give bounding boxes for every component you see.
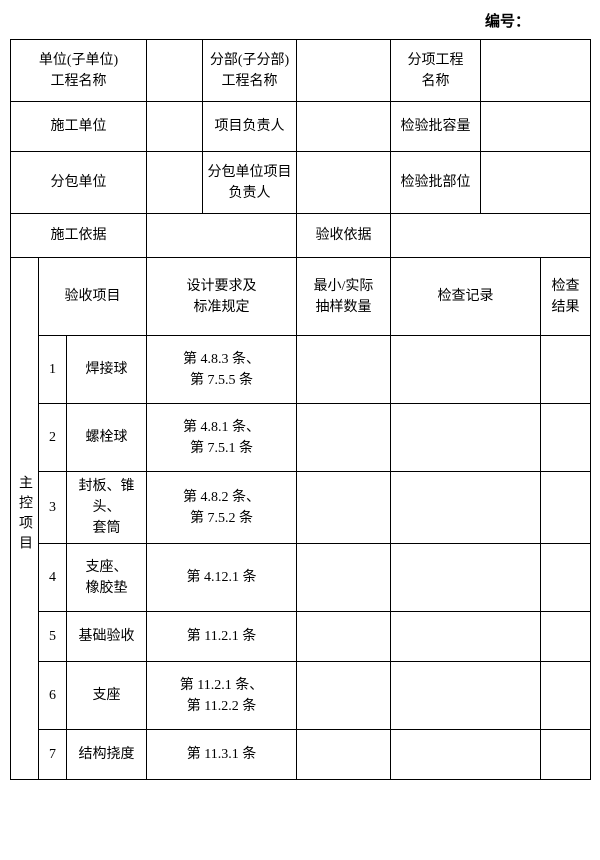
row-design: 第 4.8.1 条、 第 7.5.1 条 bbox=[147, 404, 297, 472]
row-result bbox=[541, 730, 591, 780]
row-record bbox=[391, 336, 541, 404]
row-result bbox=[541, 612, 591, 662]
row-item: 焊接球 bbox=[67, 336, 147, 404]
subcontract-manager-label: 分包单位项目 负责人 bbox=[203, 152, 297, 214]
project-manager-value bbox=[297, 102, 391, 152]
unit-project-name-label: 单位(子单位) 工程名称 bbox=[11, 40, 147, 102]
row-result bbox=[541, 336, 591, 404]
row-result bbox=[541, 544, 591, 612]
construction-basis-label: 施工依据 bbox=[11, 214, 147, 258]
table-row: 5 基础验收 第 11.2.1 条 bbox=[11, 612, 591, 662]
row-number: 2 bbox=[39, 404, 67, 472]
table-row: 6 支座 第 11.2.1 条、 第 11.2.2 条 bbox=[11, 662, 591, 730]
row-number: 1 bbox=[39, 336, 67, 404]
row-sample bbox=[297, 544, 391, 612]
subcontract-unit-value bbox=[147, 152, 203, 214]
table-row: 1 焊接球 第 4.8.3 条、 第 7.5.5 条 bbox=[11, 336, 591, 404]
construction-basis-value bbox=[147, 214, 297, 258]
row-design: 第 4.8.2 条、 第 7.5.2 条 bbox=[147, 472, 297, 544]
row-item: 基础验收 bbox=[67, 612, 147, 662]
row-sample bbox=[297, 730, 391, 780]
table-row: 4 支座、 橡胶垫 第 4.12.1 条 bbox=[11, 544, 591, 612]
row-result bbox=[541, 404, 591, 472]
sample-quantity-header: 最小/实际 抽样数量 bbox=[297, 258, 391, 336]
inspection-item-header: 验收项目 bbox=[39, 258, 147, 336]
construction-unit-label: 施工单位 bbox=[11, 102, 147, 152]
row-result bbox=[541, 472, 591, 544]
inspection-record-header: 检查记录 bbox=[391, 258, 541, 336]
inspection-result-header: 检查 结果 bbox=[541, 258, 591, 336]
acceptance-basis-value bbox=[391, 214, 591, 258]
row-number: 4 bbox=[39, 544, 67, 612]
row-number: 7 bbox=[39, 730, 67, 780]
form-table: 单位(子单位) 工程名称 分部(子分部) 工程名称 分项工程 名称 施工单位 项… bbox=[10, 39, 591, 780]
table-row: 3 封板、锥头、 套筒 第 4.8.2 条、 第 7.5.2 条 bbox=[11, 472, 591, 544]
subitem-project-name-value bbox=[481, 40, 591, 102]
design-requirement-header: 设计要求及 标准规定 bbox=[147, 258, 297, 336]
row-sample bbox=[297, 472, 391, 544]
row-sample bbox=[297, 404, 391, 472]
doc-number-label: 编号： bbox=[10, 10, 590, 31]
inspection-batch-location-value bbox=[481, 152, 591, 214]
row-record bbox=[391, 612, 541, 662]
row-item: 支座 bbox=[67, 662, 147, 730]
row-design: 第 11.3.1 条 bbox=[147, 730, 297, 780]
subcontract-unit-label: 分包单位 bbox=[11, 152, 147, 214]
table-row: 7 结构挠度 第 11.3.1 条 bbox=[11, 730, 591, 780]
row-record bbox=[391, 544, 541, 612]
row-design: 第 11.2.1 条 bbox=[147, 612, 297, 662]
row-record bbox=[391, 730, 541, 780]
main-control-category: 主控项目 bbox=[11, 258, 39, 780]
row-item: 支座、 橡胶垫 bbox=[67, 544, 147, 612]
subcontract-manager-value bbox=[297, 152, 391, 214]
row-design: 第 4.12.1 条 bbox=[147, 544, 297, 612]
subitem-project-name-label: 分项工程 名称 bbox=[391, 40, 481, 102]
division-project-name-label: 分部(子分部) 工程名称 bbox=[203, 40, 297, 102]
project-manager-label: 项目负责人 bbox=[203, 102, 297, 152]
row-item: 封板、锥头、 套筒 bbox=[67, 472, 147, 544]
division-project-name-value bbox=[297, 40, 391, 102]
row-design: 第 11.2.1 条、 第 11.2.2 条 bbox=[147, 662, 297, 730]
row-sample bbox=[297, 612, 391, 662]
row-sample bbox=[297, 336, 391, 404]
row-item: 螺栓球 bbox=[67, 404, 147, 472]
row-record bbox=[391, 404, 541, 472]
row-result bbox=[541, 662, 591, 730]
row-record bbox=[391, 662, 541, 730]
row-number: 6 bbox=[39, 662, 67, 730]
construction-unit-value bbox=[147, 102, 203, 152]
row-design: 第 4.8.3 条、 第 7.5.5 条 bbox=[147, 336, 297, 404]
row-sample bbox=[297, 662, 391, 730]
row-number: 3 bbox=[39, 472, 67, 544]
unit-project-name-value bbox=[147, 40, 203, 102]
acceptance-basis-label: 验收依据 bbox=[297, 214, 391, 258]
inspection-batch-capacity-value bbox=[481, 102, 591, 152]
inspection-batch-capacity-label: 检验批容量 bbox=[391, 102, 481, 152]
row-number: 5 bbox=[39, 612, 67, 662]
table-row: 2 螺栓球 第 4.8.1 条、 第 7.5.1 条 bbox=[11, 404, 591, 472]
row-record bbox=[391, 472, 541, 544]
inspection-batch-location-label: 检验批部位 bbox=[391, 152, 481, 214]
row-item: 结构挠度 bbox=[67, 730, 147, 780]
